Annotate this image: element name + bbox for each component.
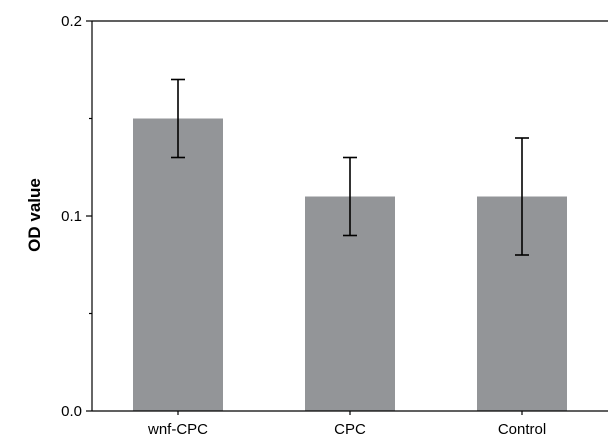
y-axis-label: OD value xyxy=(25,178,44,252)
y-tick-label: 0.2 xyxy=(61,13,82,30)
error-bars-group xyxy=(171,78,529,256)
bar xyxy=(133,118,223,411)
error-bar xyxy=(515,137,529,256)
x-tick-label: wnf-CPC xyxy=(147,421,208,438)
error-bar xyxy=(171,78,185,159)
y-ticks-group: 0.0 0.1 0.2 xyxy=(61,13,92,420)
y-tick-label: 0.1 xyxy=(61,208,82,225)
x-tick-label: Control xyxy=(498,421,546,438)
error-bar xyxy=(343,156,357,237)
y-tick-label: 0.0 xyxy=(61,403,82,420)
x-labels-group: wnf-CPC CPC Control xyxy=(147,411,546,438)
x-tick-label: CPC xyxy=(334,421,366,438)
bars-group xyxy=(133,118,567,411)
